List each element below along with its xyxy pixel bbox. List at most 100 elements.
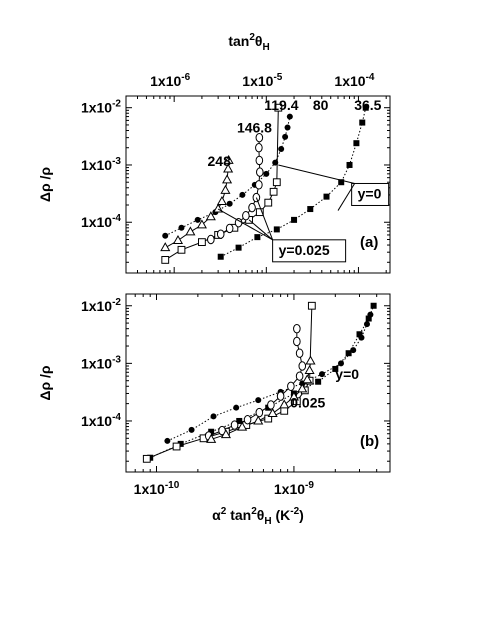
data-point [255,143,263,153]
data-point [248,202,256,213]
data-point [274,103,283,112]
data-point [242,211,250,221]
data-point [272,178,281,187]
top-tick-label: 1x10-4 [334,72,374,89]
data-point [223,154,234,164]
data-point [172,442,181,451]
data-point [295,371,304,381]
data-point [256,167,264,177]
data-point [255,208,264,217]
data-point [370,302,377,309]
data-point [185,226,196,236]
data-point [267,407,278,417]
data-point [264,414,273,423]
data-point [235,244,242,251]
top-tick-label: 1x10-6 [150,72,190,89]
panel-label: (b) [360,433,379,450]
data-point [269,187,278,196]
data-point [254,234,261,241]
data-point [255,132,264,143]
data-point [291,216,298,223]
data-point [164,437,171,444]
data-point [264,198,273,207]
annotation-label: 0.025 [290,395,325,411]
data-point [239,191,246,198]
data-point [307,206,314,213]
data-point [279,399,290,409]
data-point [356,331,363,338]
plot-frame [125,293,391,473]
plot-frame [125,95,391,274]
data-point [353,140,360,147]
data-point [208,428,215,435]
data-point [207,234,215,245]
data-point [226,200,233,207]
data-point [293,336,301,347]
data-point [280,406,289,415]
data-point [252,192,261,203]
data-point [196,219,207,229]
data-point [272,159,279,166]
data-point [161,256,170,264]
y-tick-label: 1x10-4 [81,412,121,429]
annotation-label: 146.8 [237,119,272,135]
top-tick-label: 1x10-5 [242,72,282,89]
data-point [358,334,365,341]
y-axis-title: Δρ /ρ [37,365,53,401]
leader-line [248,219,273,241]
data-point [220,429,231,439]
data-point [188,426,195,433]
data-point [337,360,344,367]
data-point [255,397,262,404]
y-tick-label: 1x10-3 [81,156,121,173]
annotation-box [272,239,347,263]
y-tick-label: 1x10-3 [81,354,121,371]
annotation-box [351,182,390,206]
data-point [198,238,206,247]
data-point [323,193,330,200]
data-point [255,155,264,166]
annotation-label: y=0 [358,185,382,201]
data-point [332,365,339,372]
panel-a: 1x10-4 1x10-3 1x10-2 Δρ /ρ 1x10-6 1x10-5 1x10-… [37,32,391,274]
data-point [255,407,264,418]
annotation-label: 248 [208,153,232,169]
data-point [177,245,186,254]
data-point [172,234,184,245]
data-point [230,420,239,430]
data-point [217,253,224,260]
data-point [302,374,313,384]
data-point [236,417,243,424]
annotation-label: 119.4 [264,97,298,113]
data-point [345,350,352,357]
y-tick-label: 1x10-4 [81,213,121,230]
data-point [222,174,233,184]
data-point [307,301,316,310]
data-point [297,383,308,393]
annotation-label: 80 [313,97,329,113]
series-line [208,328,303,437]
annotation-label: y=0 [335,366,359,382]
y-tick-label: 1x10-2 [81,297,121,314]
data-point [194,216,201,223]
leader-line [217,208,273,241]
y-tick-label: 1x10-2 [81,99,121,116]
top-axis-title: tan2θH [228,32,269,53]
data-point [142,454,151,463]
data-point [282,133,289,140]
data-point [206,433,217,443]
data-point [305,355,316,365]
data-point [223,163,234,173]
data-point [338,179,345,186]
annotation-label: 36.5 [354,97,381,113]
data-point [263,170,270,177]
data-point [225,223,234,234]
leader-line [278,164,355,184]
data-point [243,415,252,425]
data-point [216,196,228,206]
data-point [237,421,248,431]
data-point [315,378,322,385]
x-axis-title: α2 tan2θH (K-2) [212,506,304,527]
data-point [255,180,263,190]
data-point [363,321,370,328]
